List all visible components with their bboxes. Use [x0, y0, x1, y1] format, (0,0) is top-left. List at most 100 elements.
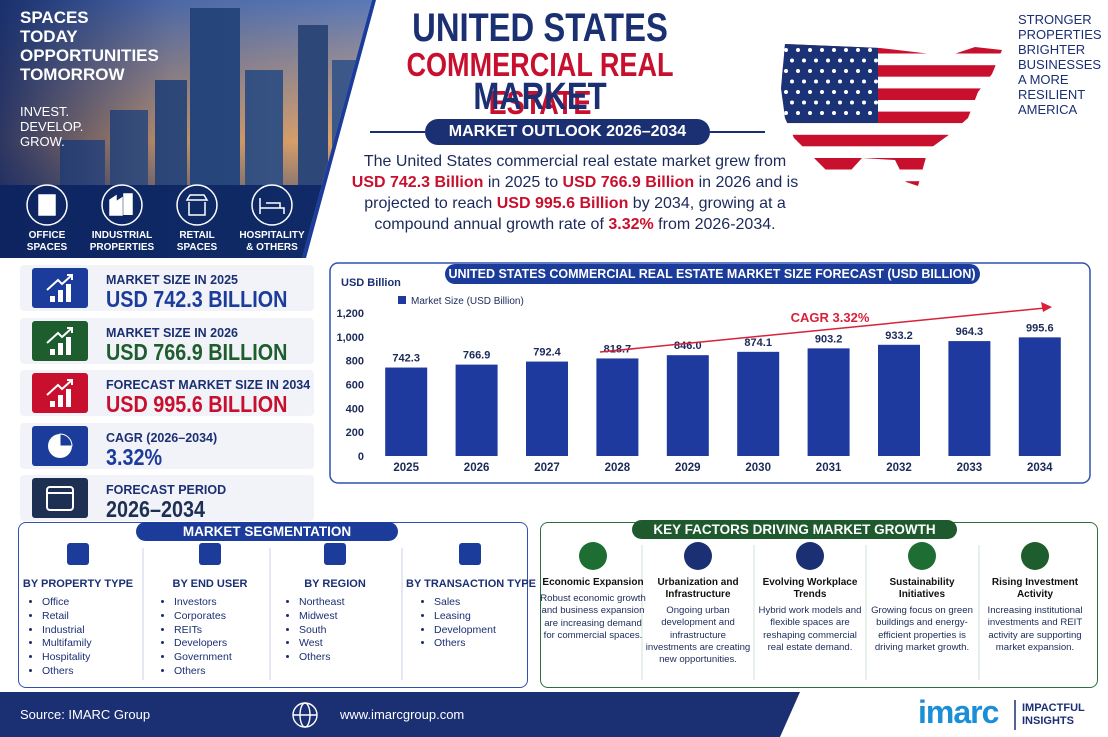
sector-label-line: INDUSTRIAL [91, 230, 153, 241]
tagline-line: TODAY [20, 27, 78, 46]
logo-tagline-line: INSIGHTS [1022, 715, 1074, 727]
stat-icon-glyph [46, 379, 73, 407]
flag-stripe [781, 146, 1002, 158]
segment-item: Leasing [434, 610, 534, 624]
segment-column: BY END USER InvestorsCorporatesREITsDevel… [146, 578, 274, 679]
flag-star [874, 58, 878, 63]
stat-icon [32, 478, 88, 518]
sector-label-line: OFFICE [28, 230, 66, 241]
factor-text: Ongoing urban development and infrastruc… [645, 605, 751, 666]
website: www.imarcgroup.com [340, 707, 465, 722]
flag-star [874, 79, 878, 84]
segment-item: Northeast [299, 596, 399, 610]
summary-highlight: USD 995.6 Billion [496, 195, 629, 212]
factor-column: Evolving Workplace Trends Hybrid work mod… [756, 577, 864, 654]
sector-label: RETAIL SPACES [162, 230, 232, 254]
glyph-arrow [46, 379, 73, 396]
cagr-annotation: CAGR 3.32% [791, 310, 870, 325]
flag-stripe [781, 100, 1002, 112]
stat-icon-glyph [46, 274, 73, 302]
segment-item: Sales [434, 596, 534, 610]
flag-stripe [781, 123, 1002, 135]
value-label: 933.2 [885, 330, 913, 342]
glyph-bar [58, 342, 63, 355]
glyph-bar [58, 290, 63, 302]
summary-text: in 2026 and is projected to reach [364, 174, 799, 212]
sector-label: OFFICE SPACES [12, 230, 82, 254]
factor-icon [796, 542, 824, 570]
divider [302, 0, 376, 258]
glyph-calendar [46, 486, 74, 511]
bar [666, 355, 709, 456]
flag-star [802, 100, 806, 105]
flag-star [832, 111, 836, 115]
city-image [0, 0, 372, 258]
bar [455, 364, 498, 456]
tagline-line: TOMORROW [20, 65, 125, 84]
y-tick-label: 600 [346, 380, 364, 392]
flag-star [820, 90, 824, 94]
summary-text: in 2025 to [483, 174, 563, 191]
glyph-bar [66, 389, 71, 407]
flag-star [838, 58, 842, 63]
stat-card: CAGR (2026–2034) 3.32% [20, 422, 314, 470]
slogan-line: PROPERTIES [1018, 27, 1102, 42]
flag-star [796, 90, 800, 94]
segment-item: Multifamily [42, 637, 142, 651]
flag-star [850, 100, 854, 105]
flag-star [826, 58, 830, 63]
segment-item: Office [42, 596, 142, 610]
tagline-line: OPPORTUNITIES [20, 46, 159, 65]
factor-icon [579, 542, 607, 570]
flag-star [826, 100, 830, 105]
flag-star [784, 48, 788, 52]
slogan-line: RESILIENT [1018, 87, 1086, 102]
sector-icons [26, 184, 293, 226]
value-label: 874.1 [744, 337, 772, 349]
y-tick-label: 800 [346, 356, 364, 368]
flag-stripe [781, 88, 1002, 100]
segment-item: Corporates [174, 610, 274, 624]
glyph-bar [50, 296, 55, 302]
bar [948, 341, 991, 456]
summary-highlight: 3.32% [608, 216, 654, 233]
segment-item: REITs [174, 624, 274, 638]
bar [807, 348, 850, 456]
us-flag-map [781, 44, 1002, 186]
segment-item: Others [174, 665, 274, 679]
flag-star [838, 79, 842, 84]
x-tick-label: 2034 [1027, 462, 1053, 474]
flag-star [814, 58, 818, 63]
title-line: COMMERCIAL REAL ESTATE [406, 46, 674, 121]
stat-icon-glyph [46, 486, 74, 511]
value-label: 964.3 [956, 326, 984, 338]
flag-star [802, 58, 806, 63]
segment-title: BY REGION [304, 578, 366, 590]
glyph-slice [59, 432, 73, 446]
flag-star [790, 79, 794, 84]
glyph-bar [66, 336, 71, 355]
logo-tagline-line: IMPACTFUL [1022, 702, 1085, 714]
flag-star [850, 58, 854, 63]
flag-star [862, 58, 866, 63]
flag-star [832, 90, 836, 94]
flag-star [844, 69, 848, 73]
stat-value: USD 766.9 BILLION [106, 338, 288, 365]
x-tick-label: 2031 [816, 462, 842, 474]
flag-stripe [781, 169, 1002, 182]
flag-star [856, 90, 860, 94]
flag-star [838, 100, 842, 105]
flag-star [820, 111, 824, 115]
summary: The United States commercial real estate… [350, 151, 800, 235]
sector-label-line: & OTHERS [246, 242, 298, 253]
value-label: 903.2 [815, 333, 843, 345]
footer-band [0, 692, 800, 737]
flag-star [856, 111, 860, 115]
segment-item: Investors [174, 596, 274, 610]
stat-label: FORECAST PERIOD [106, 483, 227, 497]
globe-icon [292, 702, 318, 728]
flag-star [808, 69, 812, 73]
stat-label: CAGR (2026–2034) [106, 430, 218, 445]
x-tick-label: 2029 [675, 462, 701, 474]
